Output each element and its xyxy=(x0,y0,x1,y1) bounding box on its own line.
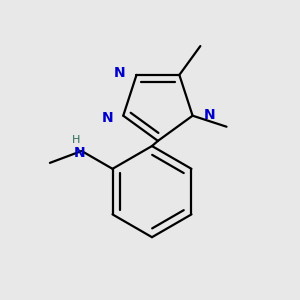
Text: H: H xyxy=(71,135,80,145)
Text: N: N xyxy=(74,146,85,160)
Text: N: N xyxy=(114,66,125,80)
Text: N: N xyxy=(204,108,215,122)
Text: N: N xyxy=(102,111,113,125)
